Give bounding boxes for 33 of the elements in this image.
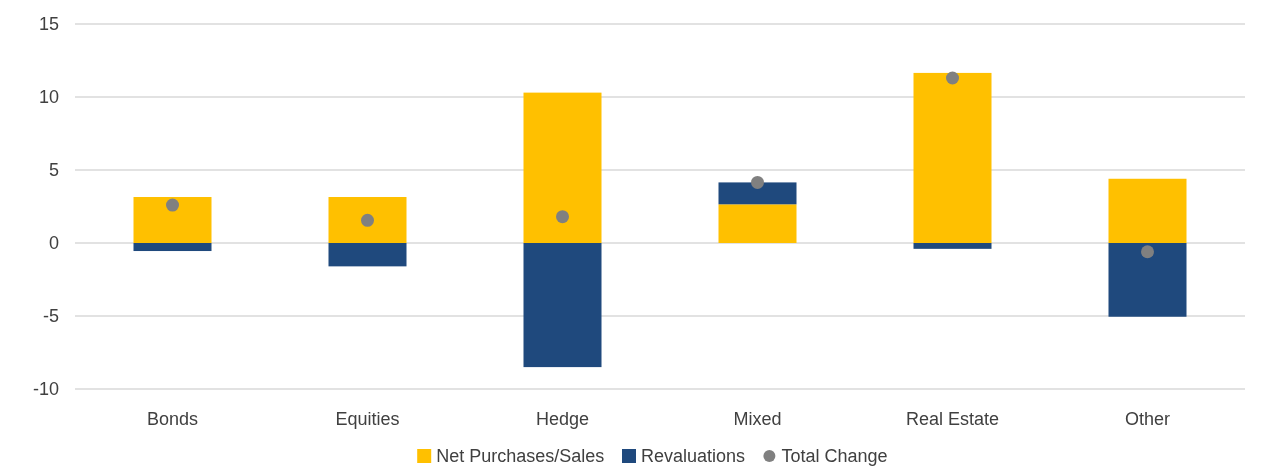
- legend-label: Revaluations: [641, 446, 746, 466]
- x-tick-label: Real Estate: [905, 409, 1000, 429]
- bar: [913, 243, 992, 249]
- y-tick-label: 15: [38, 14, 59, 35]
- y-tick-label: -5: [42, 306, 59, 327]
- bar: [718, 204, 797, 243]
- point: [166, 198, 179, 212]
- bar: [1108, 243, 1187, 317]
- bar: [523, 243, 602, 368]
- y-tick-label: 10: [38, 87, 59, 108]
- point: [751, 175, 764, 189]
- x-tick-label: Hedge: [535, 409, 590, 429]
- legend-label: Net Purchases/Sales: [436, 446, 605, 466]
- y-tick-label: 0: [48, 233, 59, 254]
- point: [946, 71, 959, 85]
- bar: [718, 182, 797, 205]
- legend-label: Total Change: [781, 446, 888, 466]
- bar: [328, 197, 407, 243]
- y-tick-label: 5: [48, 160, 59, 181]
- bar: [523, 92, 602, 243]
- bar: [913, 72, 992, 243]
- point: [361, 213, 374, 227]
- x-tick-label: Mixed: [733, 409, 782, 429]
- x-tick-label: Equities: [335, 409, 400, 429]
- bar: [1108, 178, 1187, 243]
- y-tick-label: -10: [32, 379, 59, 400]
- bar: [133, 197, 212, 243]
- bar: [133, 243, 212, 252]
- point: [556, 210, 569, 224]
- bar: [328, 243, 407, 267]
- x-tick-label: Other: [1124, 409, 1171, 429]
- point: [1141, 245, 1154, 259]
- x-tick-label: Bonds: [146, 409, 199, 429]
